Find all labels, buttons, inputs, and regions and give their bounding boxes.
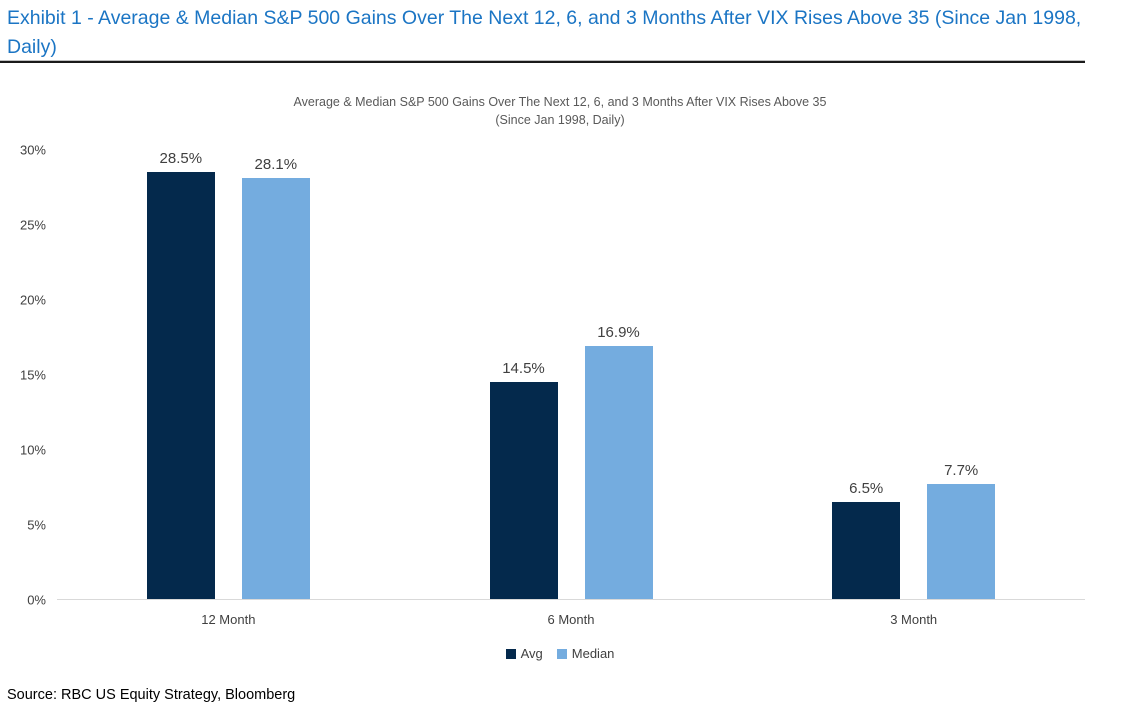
data-label-avg-12-month: 28.5% <box>159 150 203 168</box>
bar-slot-avg-12-month: 28.5% <box>146 150 215 599</box>
bar-slot-median-12-month: 28.1% <box>241 150 310 599</box>
bar-avg-3-month <box>832 501 901 599</box>
bar-median-3-month <box>927 483 996 599</box>
bar-avg-6-month <box>489 381 558 599</box>
data-label-avg-6-month: 14.5% <box>502 359 545 377</box>
header-divider <box>0 60 1085 63</box>
chart-subtitle: (Since Jan 1998, Daily) <box>495 113 625 127</box>
legend-item-median: Median <box>556 646 615 661</box>
chart-legend: Avg Median <box>0 646 1120 661</box>
data-label-median-3-month: 7.7% <box>944 461 979 479</box>
y-tick-5: 5% <box>27 517 46 533</box>
y-tick-15: 15% <box>19 367 46 383</box>
bar-group-6-month: 14.5% 16.9% <box>400 150 743 599</box>
bar-group-12-month: 28.5% 28.1% <box>57 150 400 599</box>
legend-item-avg: Avg <box>505 646 543 661</box>
bar-slot-median-6-month: 16.9% <box>584 150 653 599</box>
bar-group-3-month: 6.5% 7.7% <box>742 150 1085 599</box>
x-axis: 12 Month 6 Month 3 Month <box>57 612 1085 627</box>
x-label-12-month: 12 Month <box>201 612 256 627</box>
data-label-median-6-month: 16.9% <box>597 324 640 342</box>
bar-slot-avg-6-month: 14.5% <box>489 150 558 599</box>
bar-slot-median-3-month: 7.7% <box>927 150 996 599</box>
bar-slot-avg-3-month: 6.5% <box>832 150 901 599</box>
y-tick-10: 10% <box>19 442 46 458</box>
x-label-6-month: 6 Month <box>547 612 595 627</box>
y-tick-20: 20% <box>19 292 46 308</box>
data-label-avg-3-month: 6.5% <box>849 479 884 497</box>
bar-avg-12-month <box>146 172 215 599</box>
y-axis: 0% 5% 10% 15% 20% 25% 30% <box>0 143 46 608</box>
legend-swatch-median <box>556 648 567 659</box>
y-tick-0: 0% <box>27 592 46 608</box>
plot-area: 28.5% 28.1% 14.5% 16.9% 6.5% <box>57 150 1085 600</box>
x-label-3-month: 3 Month <box>890 612 938 627</box>
data-label-median-12-month: 28.1% <box>254 156 298 174</box>
chart-title: Average & Median S&P 500 Gains Over The … <box>293 95 827 109</box>
bar-median-12-month <box>241 178 310 599</box>
legend-label-median: Median <box>571 646 615 661</box>
legend-swatch-avg <box>505 648 516 659</box>
bar-median-6-month <box>584 346 653 599</box>
source-note: Source: RBC US Equity Strategy, Bloomber… <box>7 687 296 703</box>
exhibit-title: Exhibit 1 - Average & Median S&P 500 Gai… <box>7 7 1082 58</box>
legend-label-avg: Avg <box>520 646 543 661</box>
y-tick-30: 30% <box>19 142 46 158</box>
y-tick-25: 25% <box>19 217 46 233</box>
